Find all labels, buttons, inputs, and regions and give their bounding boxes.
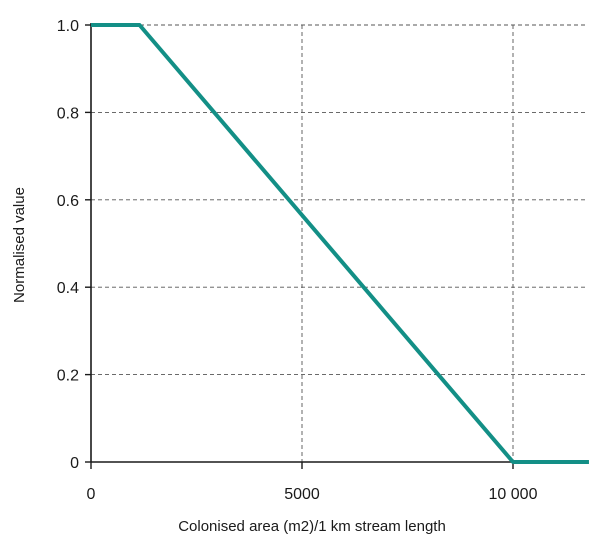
y-tick-label: 0.4 [57, 280, 79, 297]
y-tick-label: 0.6 [57, 193, 79, 210]
y-axis-title: Normalised value [11, 187, 28, 303]
series-line [91, 23, 589, 464]
x-axis-title: Colonised area (m2)/1 km stream length [178, 518, 446, 535]
grid [91, 24, 588, 462]
tick-labels: 0 5000 10 000 0 0.2 0.4 0.6 0.8 1.0 [57, 18, 538, 503]
y-tick-label: 0.2 [57, 368, 79, 385]
x-tick-label: 10 000 [489, 486, 538, 503]
y-tick-label: 0.8 [57, 105, 79, 122]
x-tick-label: 5000 [284, 486, 320, 503]
y-tick-label: 1.0 [57, 18, 79, 35]
axes [85, 23, 588, 469]
y-tick-label: 0 [70, 455, 79, 472]
x-tick-label: 0 [87, 486, 96, 503]
series [91, 23, 589, 464]
